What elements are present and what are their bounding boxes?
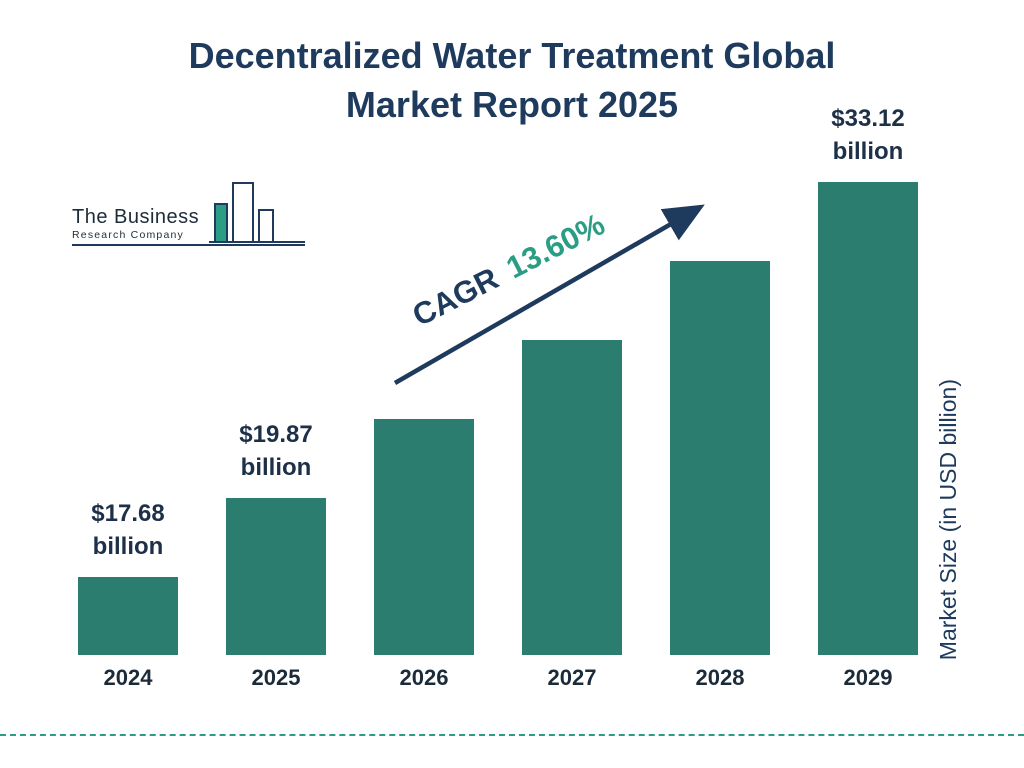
x-axis-tick-label: 2027 [547,665,597,690]
x-axis-tick-label: 2029 [843,665,893,690]
bar [374,419,474,655]
bar-chart-logo-icon [209,182,306,243]
bar-value-unit: billion [832,137,904,165]
company-logo-name: The Business [72,206,200,228]
company-logo-text: The Business Research Company [72,206,199,244]
bar [226,498,326,655]
cagr-trend-arrow [393,204,705,385]
bar-value-amount: $33.12 [831,105,905,133]
page-title-line2: Market Report 2025 [345,83,679,125]
bar-column-2024: $17.68 billion [78,100,178,655]
bar-value-label: $17.68 billion [91,498,164,563]
bar-chart: $17.68 billion $19.87 billion $33.12 billion [78,100,918,655]
bar-column-2029: $33.12 billion [818,100,918,655]
bar-column-2025: $19.87 billion [226,100,326,655]
x-axis: 2024 2025 2026 2027 2028 2029 [78,665,918,691]
company-logo-subname: Research Company [72,229,184,241]
bottom-dashed-divider [0,734,1024,736]
page-title: Decentralized Water Treatment Global Mar… [0,32,1024,129]
bar-value-unit: billion [92,532,164,560]
bar [670,261,770,655]
bar-column-2027 [522,100,622,655]
bar-value-label: $19.87 billion [239,419,312,484]
x-axis-tick-label: 2024 [103,665,153,690]
bar [78,577,178,655]
bar [818,182,918,655]
x-axis-tick-label: 2025 [251,665,301,690]
bar-value-amount: $17.68 [91,500,165,528]
bar [522,340,622,655]
page-title-line1: Decentralized Water Treatment Global [188,35,836,76]
bar-column-2028 [670,100,770,655]
bar-value-amount: $19.87 [239,421,313,449]
y-axis-title: Market Size (in USD billion) [935,378,961,660]
bar-column-2026 [374,100,474,655]
x-axis-tick-label: 2028 [695,665,745,690]
bar-value-unit: billion [240,453,312,481]
bar-value-label: $33.12 billion [831,103,904,168]
x-axis-tick-label: 2026 [399,665,449,690]
company-logo: The Business Research Company [72,180,306,246]
